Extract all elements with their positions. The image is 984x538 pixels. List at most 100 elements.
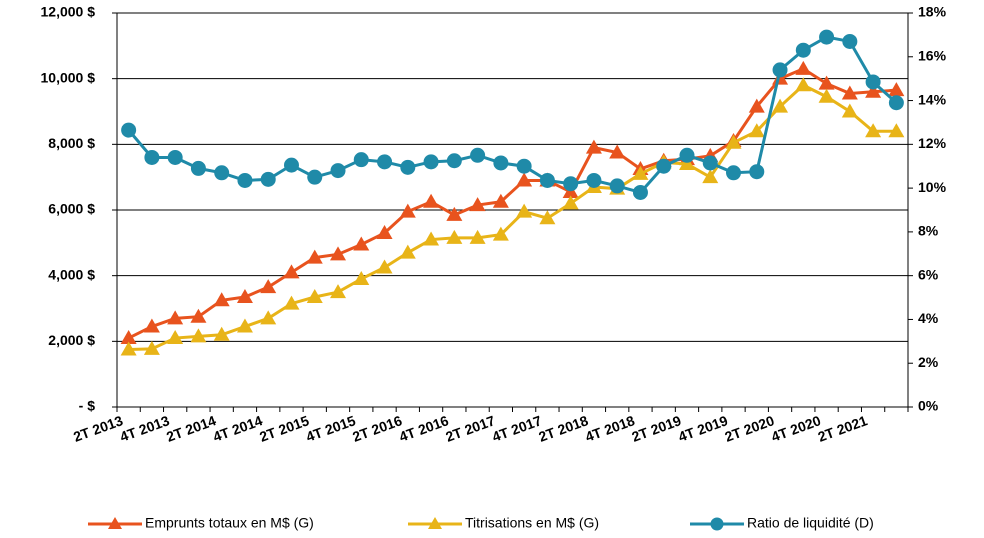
data-point	[446, 229, 463, 244]
data-point	[749, 164, 765, 180]
y-tick-label: 4,000 $	[48, 266, 95, 282]
y2-tick-label: 12%	[918, 135, 947, 151]
data-point	[679, 147, 695, 163]
data-point	[236, 289, 253, 304]
data-point	[772, 62, 788, 78]
data-point	[493, 155, 509, 171]
data-point	[237, 172, 253, 188]
legend: Emprunts totaux en M$ (G) Titrisations en…	[88, 515, 874, 531]
x-tick-label: 2T 2013	[71, 412, 125, 445]
data-point	[492, 226, 509, 241]
x-tick-label: 4T 2016	[397, 412, 451, 445]
data-point	[260, 279, 277, 294]
data-point	[842, 33, 858, 49]
data-point	[702, 155, 718, 171]
x-tick-label: 4T 2020	[769, 412, 823, 445]
data-point	[190, 308, 207, 323]
data-point	[190, 328, 207, 343]
data-point	[283, 264, 300, 279]
data-point	[236, 318, 253, 333]
data-point	[120, 330, 137, 345]
data-point	[167, 310, 184, 325]
data-point	[143, 340, 160, 355]
legend-marker	[710, 517, 724, 531]
data-point	[702, 169, 719, 184]
data-point	[213, 292, 230, 307]
y2-tick-label: 6%	[918, 266, 939, 282]
x-tick-label: 4T 2019	[676, 412, 730, 445]
data-point	[841, 103, 858, 118]
y2-tick-label: 18%	[918, 4, 947, 20]
data-point	[213, 326, 230, 341]
data-point	[377, 154, 393, 170]
data-point	[539, 210, 556, 225]
x-tick-label: 2T 2019	[630, 412, 684, 445]
data-point	[423, 231, 440, 246]
data-point	[120, 341, 137, 356]
data-point	[376, 224, 393, 239]
data-point	[563, 176, 579, 192]
data-point	[819, 29, 835, 45]
data-point	[888, 82, 905, 97]
data-point	[632, 184, 648, 200]
legend-label: Ratio de liquidité (D)	[747, 515, 874, 531]
y-tick-label: 10,000 $	[41, 69, 96, 85]
data-point	[748, 98, 765, 113]
data-point	[167, 330, 184, 345]
data-point	[423, 154, 439, 170]
data-point	[306, 289, 323, 304]
data-point	[841, 85, 858, 100]
data-point	[818, 88, 835, 103]
data-point	[330, 246, 347, 261]
data-point	[795, 77, 812, 92]
data-point	[748, 123, 765, 138]
y2-tick-label: 2%	[918, 354, 939, 370]
series-line	[128, 83, 897, 352]
data-point	[143, 318, 160, 333]
x-tick-label: 2T 2018	[536, 412, 590, 445]
data-point	[865, 123, 882, 138]
data-point	[376, 259, 393, 274]
y2-tick-label: 4%	[918, 310, 939, 326]
legend-label: Titrisations en M$ (G)	[465, 515, 599, 531]
data-point	[307, 169, 323, 185]
x-tick-label: 4T 2017	[490, 412, 544, 445]
x-tick-label: 2T 2016	[350, 412, 404, 445]
x-tick-label: 2T 2017	[443, 412, 497, 445]
data-point	[353, 152, 369, 168]
data-point	[190, 160, 206, 176]
x-tick-label: 4T 2014	[211, 412, 265, 445]
data-point	[678, 156, 695, 171]
data-point	[353, 270, 370, 285]
data-point	[283, 295, 300, 310]
data-point	[214, 165, 230, 181]
x-tick-label: 4T 2015	[304, 412, 358, 445]
y-tick-label: 8,000 $	[48, 135, 95, 151]
data-point	[330, 284, 347, 299]
legend-marker	[428, 517, 442, 529]
x-tick-label: 2T 2015	[257, 412, 311, 445]
data-point	[772, 98, 789, 113]
data-point	[516, 203, 533, 218]
data-point	[818, 75, 835, 90]
x-tick-label: 2T 2021	[816, 412, 870, 445]
data-point	[446, 206, 463, 221]
y-tick-label: - $	[79, 398, 96, 414]
data-point	[469, 197, 486, 212]
legend-label: Emprunts totaux en M$ (G)	[145, 515, 314, 531]
data-point	[353, 236, 370, 251]
x-tick-label: 4T 2018	[583, 412, 637, 445]
data-point	[888, 95, 904, 111]
data-point	[423, 193, 440, 208]
data-point	[260, 310, 277, 325]
y2-tick-label: 10%	[918, 179, 947, 195]
data-point	[446, 153, 462, 169]
data-point	[586, 172, 602, 188]
data-point	[516, 158, 532, 174]
data-point	[609, 178, 625, 194]
data-point	[306, 249, 323, 264]
data-point	[400, 159, 416, 175]
data-point	[260, 171, 276, 187]
data-point	[399, 203, 416, 218]
